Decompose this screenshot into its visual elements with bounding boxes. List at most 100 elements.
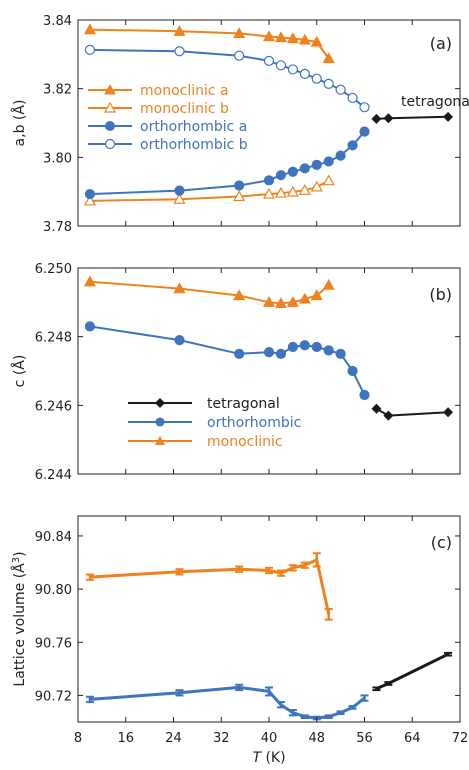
panel-a-point-orthorhombic-b-0: [84, 44, 96, 55]
panel-b-ytick-label-0: 6.244: [35, 468, 72, 483]
panel-a-point-monoclinic-a-3: [262, 30, 276, 42]
panel-b-point-orthorhombic-9: [335, 348, 346, 359]
panel-c-errorbar-tetragonal-0: [372, 686, 381, 692]
panel-b-point-monoclinic-3: [262, 296, 276, 307]
panel-a-point-orthorhombic-b-7: [311, 73, 322, 84]
panel-c-errorbar-orthorhombic-8: [324, 714, 333, 720]
panel-a-point-orthorhombic-b-4: [275, 60, 287, 71]
panel-c-errorbar-tetragonal-1: [384, 681, 393, 686]
panel-a-point-orthorhombic-a-4: [275, 170, 287, 181]
legend-marker-orthorhombic-a: [105, 121, 115, 131]
panel-a-point-orthorhombic-b-2: [234, 50, 245, 61]
panel-a-point-orthorhombic-a-5: [287, 166, 298, 177]
panel-a-point-orthorhombic-a-3: [263, 175, 275, 186]
panel-b-point-tetragonal-0: [371, 403, 382, 414]
panel-c-y-axis-title: Lattice volume (Å3): [11, 551, 29, 686]
panel-a-point-tetragonal-2: [443, 111, 454, 122]
panel-a-point-monoclinic-a-2: [233, 27, 246, 38]
panel-a-point-orthorhombic-b-10: [347, 92, 358, 104]
panel-a-point-orthorhombic-a-2: [234, 180, 245, 191]
panel-b-point-orthorhombic-5: [287, 341, 298, 353]
panel-c-errorbar-orthorhombic-11: [360, 694, 369, 702]
panel-b-point-monoclinic-4: [274, 297, 287, 308]
x-tick-label-4: 40: [261, 731, 278, 746]
panel-c-errorbar-orthorhombic-3: [265, 686, 273, 697]
panel-a-point-orthorhombic-a-10: [347, 140, 358, 151]
legend-label-tetragonal: tetragonal: [207, 396, 280, 412]
panel-a-point-orthorhombic-b-3: [263, 55, 275, 66]
panel-c-errorbar-orthorhombic-9: [336, 710, 345, 716]
panel-c: 90.72 90.76 90.80 90.84 (c) Lattice volume …: [11, 515, 461, 723]
panel-b-legend: tetragonal orthorhombic monoclinic: [128, 396, 301, 450]
panel-b-point-monoclinic-7: [310, 289, 323, 301]
panel-a-y-axis-title: a,b (Å): [11, 100, 28, 147]
legend-label-monoclinic-b: monoclinic b: [140, 101, 229, 117]
legend-marker-tetragonal: [155, 398, 165, 408]
panel-b-ytick-label-2: 6.248: [35, 331, 72, 346]
panel-c-ylabel-main: Lattice volume (Å: [11, 563, 28, 687]
panel-a-point-monoclinic-b-1: [173, 192, 186, 204]
x-axis-title: T (K): [252, 750, 285, 766]
panel-a-point-monoclinic-b-6: [298, 184, 311, 195]
panel-c-errorbar-orthorhombic-1: [175, 689, 184, 697]
panel-c-errorbar-monoclinic-1: [175, 568, 184, 576]
panel-a-point-monoclinic-b-0: [83, 194, 96, 206]
panel-c-errorbar-tetragonal-2: [444, 651, 453, 657]
panel-b-point-orthorhombic-2: [234, 348, 245, 359]
panel-c-ytick-label-1: 90.76: [35, 636, 72, 651]
panel-a-ytick-label-2: 3.82: [43, 83, 72, 98]
panel-a-point-orthorhombic-b-5: [287, 64, 298, 75]
panel-c-errorbar-orthorhombic-6: [300, 714, 309, 720]
panel-c-ytick-label-0: 90.72: [35, 689, 72, 704]
panel-b-point-orthorhombic-3: [263, 347, 275, 358]
legend-label-orthorhombic-a: orthorhombic a: [140, 119, 247, 135]
panel-b-point-orthorhombic-4: [275, 348, 287, 359]
legend-label-orthorhombic-b: orthorhombic b: [140, 137, 248, 153]
panel-c-errorbar-monoclinic-0: [85, 573, 94, 581]
panel-a-point-orthorhombic-a-9: [335, 150, 346, 161]
legend-label-monoclinic-a: monoclinic a: [140, 83, 229, 99]
panel-c-ytick-label-2: 90.80: [35, 583, 72, 598]
x-axis-title-symbol: T: [252, 750, 262, 766]
panel-a-point-monoclinic-a-8: [322, 52, 335, 64]
panel-a-point-tetragonal-1: [383, 113, 394, 124]
panel-b-line-orthorhombic: [89, 325, 366, 396]
panel-b-point-tetragonal-2: [443, 407, 454, 418]
panel-c-errorbar-orthorhombic-4: [276, 701, 285, 709]
panel-a-annotation-tetragonal: tetragonal: [401, 94, 469, 110]
legend-marker-orthorhombic-b: [104, 138, 116, 150]
panel-a-point-orthorhombic-a-1: [174, 185, 185, 196]
panel-a-point-monoclinic-a-4: [274, 31, 287, 43]
panel-b-point-monoclinic-1: [173, 282, 186, 294]
panel-a-point-monoclinic-a-1: [173, 25, 186, 36]
panel-c-errorbar-monoclinic-5: [288, 564, 297, 572]
panel-b-point-monoclinic-2: [233, 289, 246, 301]
legend-label-orthorhombic: orthorhombic: [207, 415, 301, 431]
panel-b-point-monoclinic-6: [298, 292, 311, 304]
x-tick-label-3: 32: [213, 731, 230, 746]
panel-b-point-orthorhombic-0: [84, 321, 96, 332]
panel-c-errorbar-monoclinic-8: [324, 608, 333, 621]
panel-a-point-monoclinic-b-7: [310, 180, 323, 192]
panel-c-ylabel-close: ): [12, 551, 28, 556]
panel-a: 3.783.803.823.84 (a) tetragonal a,b (Å) …: [11, 14, 469, 235]
panel-c-ytick-label-3: 90.84: [35, 530, 72, 545]
panel-b-label: (b): [429, 285, 452, 304]
panel-b-point-orthorhombic-7: [311, 341, 322, 353]
panel-a-legend: monoclinic a monoclinic b orthorhombic a…: [88, 83, 248, 153]
x-tick-label-8: 72: [452, 731, 469, 746]
panel-b-point-monoclinic-8: [322, 278, 335, 290]
panel-c-errorbar-monoclinic-6: [300, 561, 309, 569]
panel-c-errorbar-monoclinic-7: [312, 552, 321, 568]
legend-label-monoclinic: monoclinic: [207, 434, 283, 450]
panel-c-errorbar-monoclinic-4: [276, 569, 285, 577]
x-tick-label-1: 16: [117, 731, 134, 746]
panel-a-point-monoclinic-b-8: [322, 174, 335, 186]
x-tick-label-6: 56: [356, 731, 373, 746]
panel-c-errorbar-orthorhombic-0: [85, 695, 94, 704]
legend-marker-orthorhombic: [155, 417, 165, 427]
legend-marker-monoclinic-b: [103, 101, 117, 113]
panel-c-errorbar-orthorhombic-5: [288, 709, 297, 717]
panel-b-point-monoclinic-5: [286, 296, 299, 307]
